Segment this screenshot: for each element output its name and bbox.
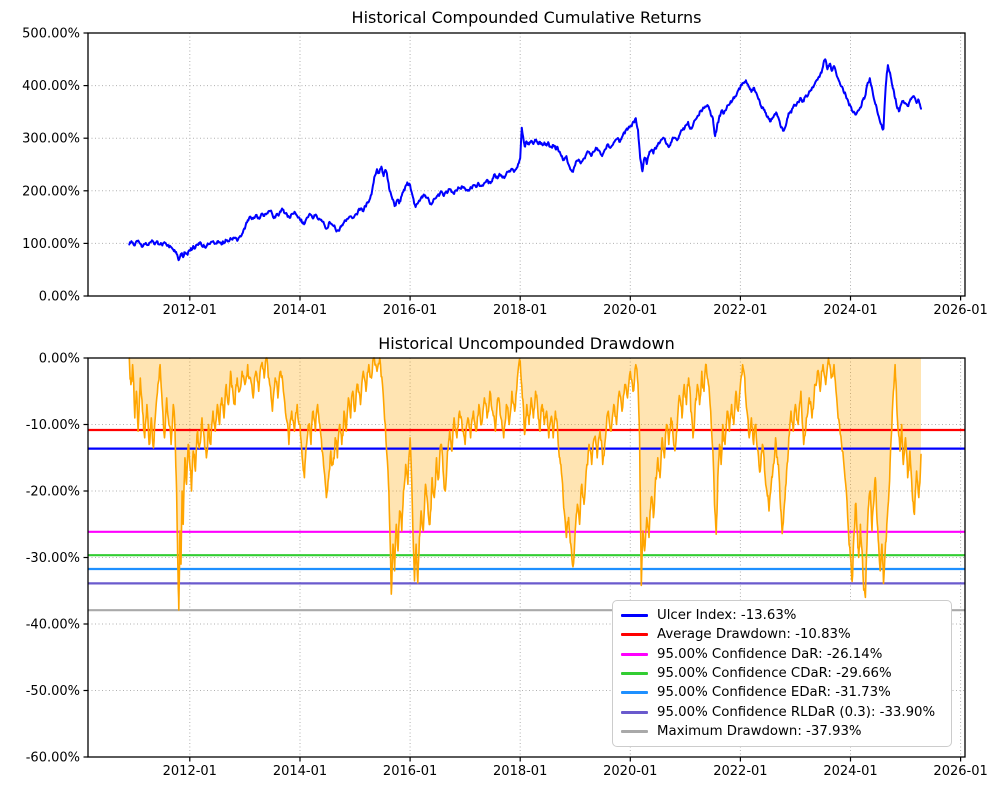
drawdown-area — [129, 358, 922, 610]
chart-title-drawdown: Historical Uncompounded Drawdown — [378, 334, 675, 353]
y-tick-label: 200.00% — [22, 184, 80, 199]
y-tick-label: -20.00% — [26, 485, 80, 500]
y-tick-label: -10.00% — [26, 418, 80, 433]
y-tick-label: 0.00% — [39, 290, 80, 305]
x-tick-label: 2020-01 — [603, 303, 657, 318]
legend-item: 95.00% Confidence DaR: -26.14% — [621, 645, 943, 664]
legend-label: 95.00% Confidence CDaR: -29.66% — [657, 665, 892, 681]
y-tick-label: -60.00% — [26, 751, 80, 766]
legend-label: 95.00% Confidence EDaR: -31.73% — [657, 685, 891, 701]
x-tick-label: 2022-01 — [713, 303, 767, 318]
legend-item: Maximum Drawdown: -37.93% — [621, 722, 943, 741]
legend-label: 95.00% Confidence DaR: -26.14% — [657, 646, 883, 662]
legend-item: 95.00% Confidence EDaR: -31.73% — [621, 683, 943, 702]
y-tick-label: 100.00% — [22, 237, 80, 252]
axis-spine — [87, 32, 966, 297]
x-tick-label: 2014-01 — [273, 764, 327, 779]
legend-label: 95.00% Confidence RLDaR (0.3): -33.90% — [657, 704, 936, 720]
x-tick-label: 2020-01 — [603, 764, 657, 779]
legend-item: 95.00% Confidence CDaR: -29.66% — [621, 664, 943, 683]
x-tick-label: 2012-01 — [163, 303, 217, 318]
legend-line-swatch — [621, 633, 648, 637]
legend-label: Ulcer Index: -13.63% — [657, 608, 797, 624]
legend-label: Maximum Drawdown: -37.93% — [657, 723, 862, 739]
y-tick-label: 500.00% — [22, 27, 80, 42]
x-tick-label: 2016-01 — [383, 303, 437, 318]
x-tick-label: 2024-01 — [823, 764, 877, 779]
chart-0: 2012-01 2014-01 2016-01 2018-01 2020-01 2022-… — [22, 27, 988, 319]
legend-line-swatch — [621, 652, 648, 656]
legend-item: Average Drawdown: -10.83% — [621, 625, 943, 644]
returns-series — [128, 58, 922, 262]
x-tick-label: 2012-01 — [163, 764, 217, 779]
chart-title-returns: Historical Compounded Cumulative Returns — [351, 8, 702, 27]
x-tick-label: 2014-01 — [273, 303, 327, 318]
y-tick-label: 300.00% — [22, 132, 80, 147]
chart-1: 2012-01 2014-01 2016-01 2018-01 2020-01 2022-… — [26, 352, 988, 780]
y-tick-label: -40.00% — [26, 618, 80, 633]
x-tick-label: 2024-01 — [823, 303, 877, 318]
legend-line-swatch — [621, 671, 648, 675]
y-tick-label: 0.00% — [39, 352, 80, 367]
drawdown-series — [128, 357, 922, 611]
x-tick-label: 2026-01 — [933, 764, 987, 779]
x-tick-label: 2016-01 — [383, 764, 437, 779]
x-tick-label: 2018-01 — [493, 764, 547, 779]
y-tick-label: 400.00% — [22, 79, 80, 94]
y-tick-label: -30.00% — [26, 551, 80, 566]
x-tick-label: 2026-01 — [933, 303, 987, 318]
x-tick-label: 2022-01 — [713, 764, 767, 779]
legend-item: Ulcer Index: -13.63% — [621, 606, 943, 625]
legend-line-swatch — [621, 614, 648, 618]
legend-label: Average Drawdown: -10.83% — [657, 627, 851, 643]
legend: Ulcer Index: -13.63% Average Drawdown: -1… — [612, 600, 952, 747]
legend-item: 95.00% Confidence RLDaR (0.3): -33.90% — [621, 703, 943, 722]
legend-line-swatch — [621, 729, 648, 733]
y-tick-label: -50.00% — [26, 684, 80, 699]
legend-line-swatch — [621, 691, 648, 695]
legend-line-swatch — [621, 710, 648, 714]
x-tick-label: 2018-01 — [493, 303, 547, 318]
